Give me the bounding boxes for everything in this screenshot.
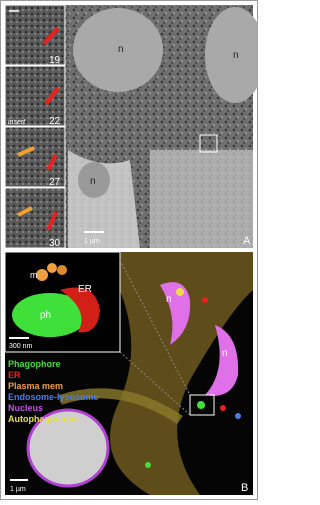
inset-column: 19 22 27 30 insert (4, 4, 66, 249)
nucleus-label: n (166, 294, 172, 305)
inset-label: ph (40, 310, 51, 321)
mitochondrion (47, 263, 57, 273)
frame-number: 19 (49, 55, 61, 66)
legend-entry: Plasma mem (8, 381, 63, 391)
extracellular (150, 150, 253, 248)
er (60, 287, 100, 333)
arrow (17, 146, 35, 157)
phagophore (12, 293, 88, 337)
nucleus (160, 282, 191, 345)
inset-box (189, 394, 215, 416)
organelle (197, 401, 205, 409)
scale-label: 1 µm (10, 486, 26, 493)
figure: n n n 1 µm A 19 22 27 30 insert (0, 0, 265, 500)
mitochondrion (36, 269, 48, 281)
connector (119, 259, 191, 396)
organelle (202, 297, 208, 303)
inset-frame (4, 65, 66, 127)
scale-label: 300 nm (9, 343, 33, 350)
nucleus (205, 325, 239, 396)
frame-number: 22 (49, 116, 61, 127)
inset-frame (4, 4, 66, 66)
nucleus-label: n (222, 348, 228, 359)
legend-entry: Nucleus (8, 403, 43, 413)
arrow (44, 86, 60, 106)
legend-entry: Phagophore (8, 359, 61, 369)
extracellular (68, 150, 140, 248)
arrow (46, 154, 58, 171)
inset-label: m (30, 270, 38, 280)
organelle (176, 288, 184, 296)
inset-box (199, 134, 218, 153)
nucleus (73, 8, 163, 92)
panel-letter: B (241, 482, 248, 494)
nucleus (205, 7, 265, 103)
organelle (235, 413, 241, 419)
arrow (46, 211, 58, 231)
panel-letter: A (243, 235, 251, 247)
mitochondrion (57, 265, 67, 275)
inset-label: ER (78, 284, 92, 295)
plasma-membrane (100, 252, 253, 495)
organelle (145, 462, 151, 468)
panel-a: n n n 1 µm A 19 22 27 30 insert (4, 4, 265, 249)
legend-entry: Autophagosome (8, 414, 79, 424)
nucleus-label: n (118, 44, 124, 55)
frame-number: 30 (49, 238, 61, 249)
legend-entry: Endosome-lysosome (8, 392, 99, 402)
nucleus (78, 162, 110, 198)
arrow (42, 26, 60, 46)
scale-label: 1 µm (84, 238, 100, 245)
inset-note: insert (8, 119, 26, 126)
organelle (220, 405, 226, 411)
arrow (17, 206, 33, 217)
nucleus-label: n (233, 50, 239, 61)
frame-number: 27 (49, 177, 61, 188)
nucleus (26, 408, 110, 488)
membrane (58, 388, 183, 425)
legend-entry: ER (8, 370, 21, 380)
nucleus-label: n (90, 176, 96, 187)
